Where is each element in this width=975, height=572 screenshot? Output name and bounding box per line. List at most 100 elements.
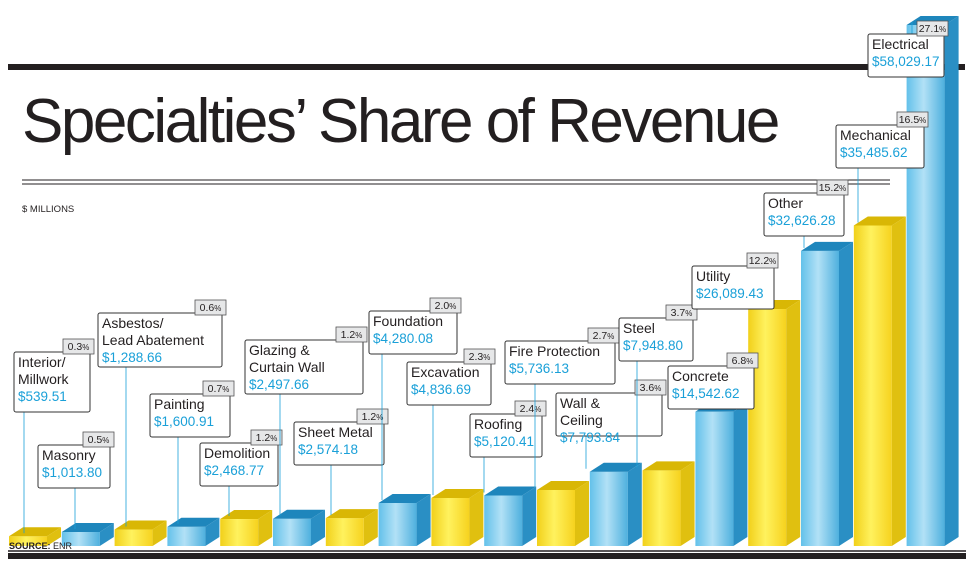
callout-excavation: Excavation $4,836.69 2.3% — [406, 348, 496, 495]
bar-painting — [167, 517, 220, 546]
callout-box-sheet-metal — [293, 421, 385, 466]
callout-glazing-curtain-wall: Glazing &Curtain Wall $2,497.66 1.2% — [244, 326, 368, 516]
share-unit-painting: % — [222, 385, 229, 394]
share-badge-concrete — [726, 352, 759, 369]
bar-front-electrical — [906, 25, 945, 546]
share-unit-wall-ceiling: % — [654, 384, 661, 393]
share-badge-electrical — [916, 20, 949, 37]
callout-fire-protection: Fire Protection $5,736.13 2.7% — [504, 327, 620, 487]
callout-asbestos-lead-abatement: Asbestos/Lead Abatement $1,288.66 0.6% — [97, 299, 227, 527]
bar-concrete — [695, 402, 748, 546]
bar-front-other — [801, 250, 839, 546]
category-label-fire-protection: Fire Protection — [509, 343, 600, 359]
category-label-painting: Painting — [154, 396, 205, 412]
callout-wall-ceiling: Wall &Ceiling $7,793.84 3.6% — [555, 379, 667, 469]
share-label-mechanical: 16.5% — [899, 114, 927, 126]
bar-excavation — [431, 488, 484, 546]
bar-side-utility — [786, 300, 801, 546]
share-unit-mechanical: % — [919, 116, 926, 125]
bar-top-other — [801, 241, 853, 251]
share-badge-excavation — [463, 348, 496, 365]
callout-concrete: Concrete $14,542.62 6.8% — [667, 352, 759, 410]
category-label-steel: Steel — [623, 320, 655, 336]
category-label-interior-millwork-line1: Interior/ — [18, 354, 66, 370]
value-label-foundation: $4,280.08 — [373, 331, 433, 346]
share-label-painting: 0.7% — [208, 383, 230, 395]
bar-fire-protection — [537, 480, 589, 546]
share-label-roofing: 2.4% — [520, 403, 542, 415]
callout-box-masonry — [37, 444, 111, 489]
share-badge-masonry — [82, 431, 115, 448]
share-label-steel: 3.7% — [671, 307, 693, 319]
category-label-asbestos-lead-abatement-line2: Lead Abatement — [102, 332, 204, 348]
bar-front-asbestos-lead-abatement — [114, 529, 153, 546]
source-label: SOURCE: ENR — [9, 541, 73, 551]
category-label-demolition: Demolition — [204, 445, 270, 461]
bar-top-wall-ceiling — [589, 462, 642, 472]
callout-foundation: Foundation $4,280.08 2.0% — [368, 297, 462, 500]
callout-painting: Painting $1,600.91 0.7% — [149, 380, 235, 524]
callout-mechanical: Mechanical $35,485.62 16.5% — [835, 111, 929, 223]
share-unit-sheet-metal: % — [376, 413, 383, 422]
value-label-wall-ceiling: $7,793.84 — [560, 430, 621, 445]
bar-top-excavation — [431, 488, 484, 498]
chart-title: Specialties’ Share of Revenue — [22, 87, 778, 156]
bar-side-fire-protection — [575, 480, 589, 546]
bar-top-painting — [167, 517, 220, 527]
share-label-utility: 12.2% — [749, 255, 777, 267]
callout-box-foundation — [368, 310, 458, 355]
value-label-other: $32,626.28 — [768, 213, 836, 228]
share-badge-sheet-metal — [356, 408, 389, 425]
share-unit-utility: % — [769, 257, 776, 266]
source-value: ENR — [53, 541, 73, 551]
share-badge-steel — [665, 304, 698, 321]
bar-top-interior-millwork — [9, 527, 61, 537]
value-label-masonry: $1,013.80 — [42, 465, 102, 480]
value-label-glazing-curtain-wall: $2,497.66 — [249, 377, 309, 392]
bar-asbestos-lead-abatement — [114, 520, 167, 546]
value-label-steel: $7,948.80 — [623, 338, 683, 353]
bar-front-masonry — [61, 531, 100, 546]
callouts-group: Interior/Millwork $539.51 0.3% Masonry $1,01… — [13, 20, 949, 534]
bottom-rule — [8, 553, 966, 559]
share-label-demolition: 1.2% — [256, 432, 278, 444]
share-label-fire-protection: 2.7% — [593, 330, 615, 342]
bar-wall-ceiling — [589, 462, 642, 546]
category-label-asbestos-lead-abatement-line1: Asbestos/ — [102, 315, 164, 331]
share-unit-foundation: % — [449, 302, 456, 311]
bar-side-other — [839, 241, 853, 546]
share-badge-asbestos-lead-abatement — [194, 299, 227, 316]
share-label-excavation: 2.3% — [469, 351, 491, 363]
value-label-roofing: $5,120.41 — [474, 434, 534, 449]
share-label-electrical: 27.1% — [919, 23, 947, 35]
callout-box-utility — [691, 265, 775, 310]
callout-masonry: Masonry $1,013.80 0.5% — [37, 431, 115, 529]
callout-other: Other $32,626.28 15.2% — [763, 179, 849, 248]
category-label-interior-millwork-line2: Millwork — [18, 371, 70, 387]
bar-side-roofing — [522, 486, 537, 546]
category-label-sheet-metal: Sheet Metal — [298, 424, 373, 440]
share-unit-asbestos-lead-abatement: % — [214, 304, 221, 313]
bar-top-asbestos-lead-abatement — [114, 520, 167, 530]
bar-top-fire-protection — [537, 480, 589, 490]
share-label-foundation: 2.0% — [435, 300, 457, 312]
bar-front-concrete — [695, 411, 734, 546]
share-badge-other — [816, 179, 849, 196]
share-label-interior-millwork: 0.3% — [68, 341, 90, 353]
bar-top-sheet-metal — [325, 509, 378, 519]
bar-front-steel — [642, 470, 681, 546]
callout-box-concrete — [667, 365, 755, 410]
share-badge-demolition — [250, 429, 283, 446]
bar-side-steel — [680, 461, 695, 546]
callout-box-mechanical — [835, 124, 925, 169]
callout-box-interior-millwork — [13, 351, 91, 413]
share-badge-wall-ceiling — [634, 379, 667, 396]
bar-top-mechanical — [853, 216, 906, 226]
callout-box-roofing — [469, 413, 543, 458]
category-label-utility: Utility — [696, 268, 730, 284]
value-label-utility: $26,089.43 — [696, 286, 764, 301]
bar-front-painting — [167, 526, 206, 546]
share-label-glazing-curtain-wall: 1.2% — [341, 329, 363, 341]
callout-box-demolition — [199, 442, 279, 487]
